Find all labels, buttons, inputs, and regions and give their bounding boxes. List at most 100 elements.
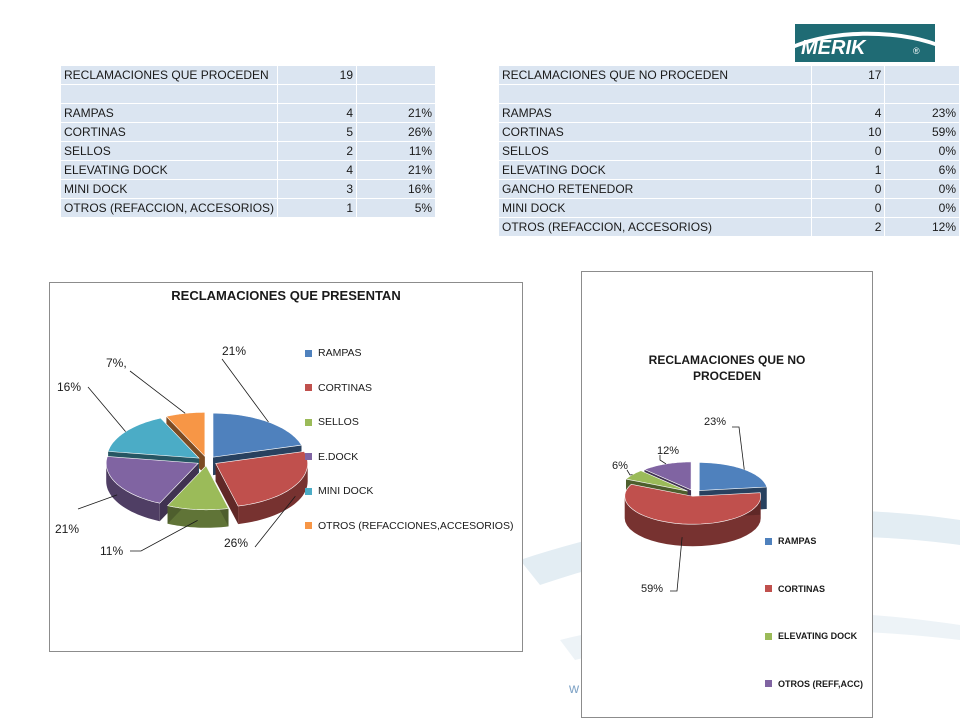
- table-cell-pct: 11%: [356, 141, 437, 161]
- table-cell-value: 4: [810, 103, 886, 123]
- pie-slice: [212, 412, 302, 458]
- data-label-leader-line: [659, 455, 667, 465]
- table-cell-pct: [884, 65, 960, 85]
- table-reclamaciones-proceden: RECLAMACIONES QUE PROCEDEN 19 RAMPAS 4 21%…: [59, 65, 437, 218]
- chart-reclamaciones-no-proceden: RECLAMACIONES QUE NO PROCEDEN 23% 59% 6% 12…: [581, 271, 873, 718]
- data-label: 26%: [224, 536, 248, 550]
- table-cell-value: 5: [277, 122, 358, 142]
- table-cell-pct: [356, 65, 437, 85]
- merik-logo: MERIK ®: [795, 24, 935, 62]
- pie-slice: [624, 483, 762, 525]
- table-cell-label: MINI DOCK: [498, 198, 812, 218]
- table-cell-label: SELLOS: [498, 141, 812, 161]
- legend-item: RAMPAS: [305, 347, 362, 359]
- legend-item: CORTINAS: [305, 382, 372, 394]
- table-cell-pct: 59%: [884, 122, 960, 142]
- pie-slice-wall: [215, 463, 239, 525]
- data-label-leader-line: [254, 495, 296, 548]
- pie-slice: [167, 465, 229, 511]
- legend-swatch: [305, 522, 312, 529]
- chart-title: RECLAMACIONES QUE NO PROCEDEN: [648, 353, 806, 383]
- table-cell-label: ELEVATING DOCK: [498, 160, 812, 180]
- data-label-leader-line: [732, 426, 745, 470]
- table-cell-pct: 23%: [884, 103, 960, 123]
- data-label-leader-line: [130, 520, 198, 552]
- pie-slice-side: [106, 463, 160, 522]
- table-cell-label: RAMPAS: [498, 103, 812, 123]
- table-spacer-row: [498, 84, 960, 104]
- table-cell-label: RECLAMACIONES QUE PROCEDEN: [59, 65, 279, 85]
- table-row: CORTINAS 10 59%: [498, 122, 960, 142]
- table-cell-value: 4: [277, 160, 358, 180]
- table-cell-label: OTROS (REFACCION, ACCESORIOS): [59, 198, 279, 218]
- data-label: 7%,: [106, 356, 127, 370]
- table-cell-pct: 6%: [884, 160, 960, 180]
- table-cell-value: 2: [810, 217, 886, 237]
- legend-label: OTROS (REFACCIONES,ACCESORIOS): [318, 519, 514, 532]
- pie-chart-presentan: 21% 26% 11% 21% 16% 7%,: [55, 344, 309, 558]
- legend-swatch: [765, 632, 772, 640]
- legend-label: RAMPAS: [318, 347, 362, 359]
- logo-text: MERIK: [801, 37, 867, 59]
- data-label: 21%: [222, 344, 246, 358]
- legend-label: CORTINAS: [318, 381, 373, 394]
- legend-swatch: [305, 418, 312, 426]
- table-cell-pct: 0%: [884, 198, 960, 218]
- table-cell-label: OTROS (REFACCION, ACCESORIOS): [498, 217, 812, 237]
- logo-registered-mark: ®: [913, 46, 920, 56]
- table-cell-value: 10: [810, 122, 886, 142]
- table-cell-value: 17: [810, 65, 886, 85]
- table-cell-label: SELLOS: [59, 141, 279, 161]
- legend-item: SELLOS: [305, 416, 359, 428]
- table-cell-empty: [59, 84, 279, 104]
- legend-item: OTROS (REFACCIONES,ACCESORIOS): [305, 520, 513, 532]
- table-cell-pct: 12%: [884, 217, 960, 237]
- legend-swatch: [765, 585, 772, 592]
- legend-item: ELEVATING DOCK: [765, 631, 857, 641]
- legend-label: OTROS (REFF,ACC): [778, 678, 863, 689]
- table-cell-pct: 5%: [356, 198, 437, 218]
- pie-chart-no-proceden: 23% 59% 6% 12%: [612, 416, 768, 595]
- table-cell-value: 19: [277, 65, 358, 85]
- legend-item: CORTINAS: [765, 584, 825, 594]
- data-label-leader-line: [670, 537, 683, 592]
- table-row: OTROS (REFACCION, ACCESORIOS) 1 5%: [59, 198, 437, 218]
- table-cell-label: ELEVATING DOCK: [59, 160, 279, 180]
- table-cell-label: RAMPAS: [59, 103, 279, 123]
- data-label-leader-line: [77, 494, 118, 510]
- data-label: 21%: [55, 522, 79, 536]
- table-spacer-row: [59, 84, 437, 104]
- legend-swatch: [765, 537, 772, 545]
- table-cell-label: MINI DOCK: [59, 179, 279, 199]
- table-cell-value: 3: [277, 179, 358, 199]
- table-row: SELLOS 2 11%: [59, 141, 437, 161]
- table-row: CORTINAS 5 26%: [59, 122, 437, 142]
- table-cell-pct: 21%: [356, 103, 437, 123]
- table-cell-pct: 0%: [884, 141, 960, 161]
- data-label-leader-line: [626, 469, 633, 476]
- table-cell-value: 1: [277, 198, 358, 218]
- table-cell-pct: 21%: [356, 160, 437, 180]
- table-cell-value: 0: [810, 198, 886, 218]
- table-cell-label: CORTINAS: [59, 122, 279, 142]
- footer-watermark-text: w: [569, 680, 580, 696]
- legend-label: ELEVATING DOCK: [778, 631, 858, 641]
- legend-item: E.DOCK: [305, 451, 358, 463]
- table-cell-empty: [884, 84, 960, 104]
- table-row: OTROS (REFACCION, ACCESORIOS) 2 12%: [498, 217, 960, 237]
- legend-swatch: [305, 384, 312, 391]
- data-label: 12%: [657, 445, 679, 457]
- data-label: 23%: [704, 416, 726, 428]
- table-cell-label: GANCHO RETENEDOR: [498, 179, 812, 199]
- legend-swatch: [765, 680, 772, 687]
- table-row: SELLOS 0 0%: [498, 141, 960, 161]
- pie-slice: [105, 456, 199, 504]
- data-label: 16%: [57, 380, 81, 394]
- table-row: ELEVATING DOCK 4 21%: [59, 160, 437, 180]
- pie-slice-side: [167, 505, 229, 528]
- pie-slice-side: [238, 463, 308, 525]
- legend-swatch: [305, 349, 312, 357]
- table-cell-value: 4: [277, 103, 358, 123]
- table-header-row: RECLAMACIONES QUE NO PROCEDEN 17: [498, 65, 960, 85]
- data-label-leader-line: [87, 386, 126, 432]
